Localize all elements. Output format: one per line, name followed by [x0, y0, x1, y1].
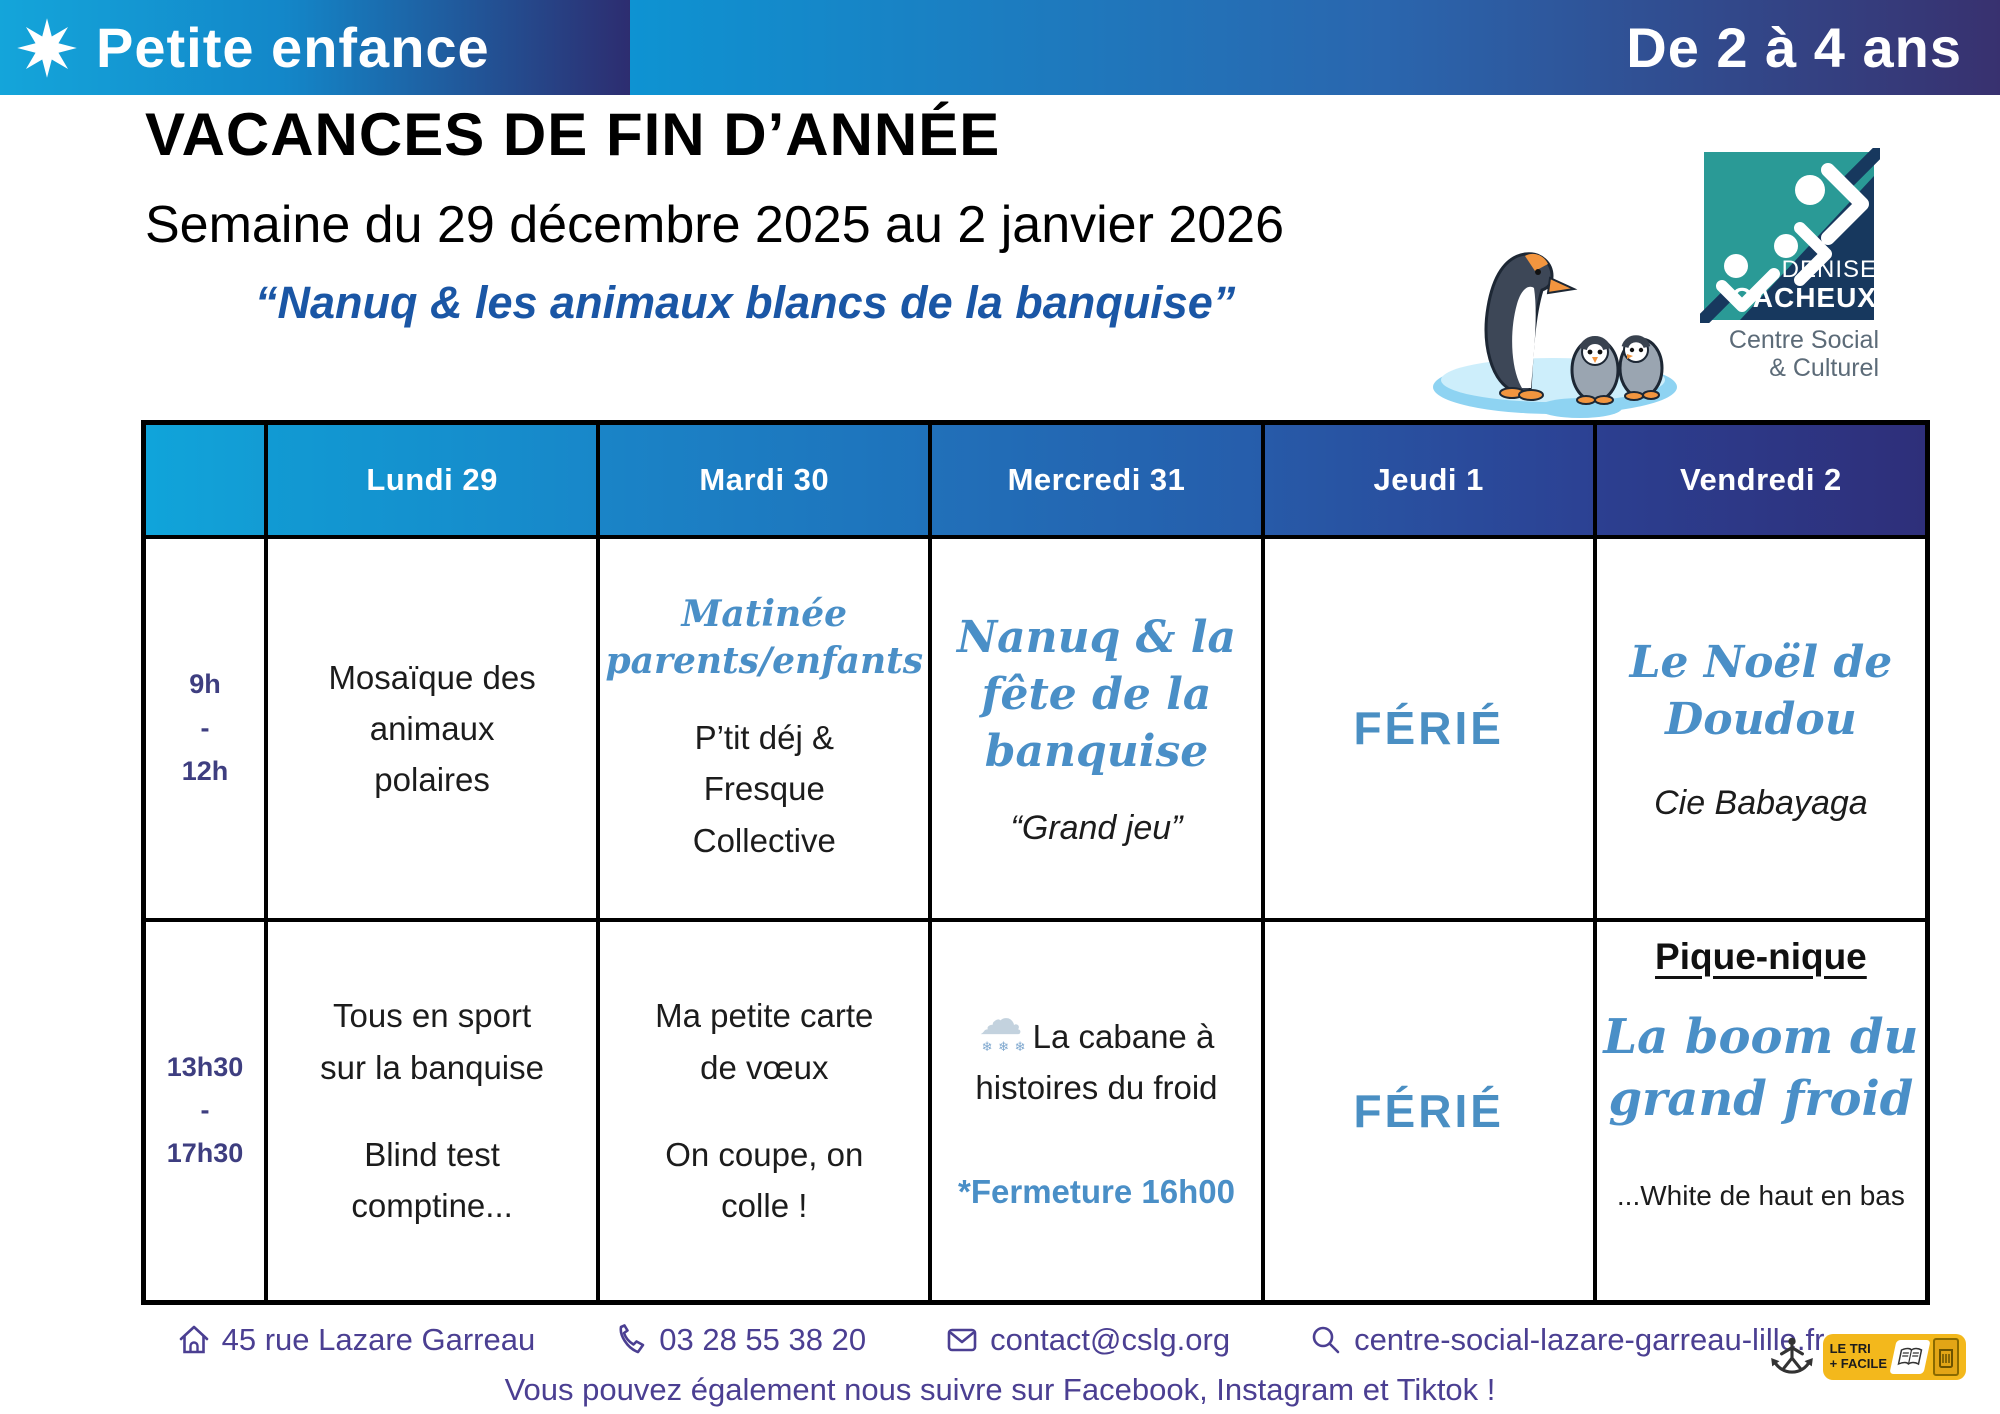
week-subtitle: Semaine du 29 décembre 2025 au 2 janvier… — [145, 196, 1285, 254]
title-block: VACANCES DE FIN D’ANNÉE Semaine du 29 dé… — [145, 100, 1465, 329]
email-text: contact@cslg.org — [990, 1322, 1231, 1357]
header-mardi: Mardi 30 — [600, 425, 929, 535]
activity-note: ...White de haut en bas — [1616, 1180, 1905, 1212]
activity-morning-jeudi: FÉRIÉ — [1264, 539, 1593, 918]
social-media-line: Vous pouvez également nous suivre sur Fa… — [504, 1372, 1496, 1407]
activity-afternoon-jeudi: FÉRIÉ — [1264, 921, 1593, 1300]
activity-morning-mercredi: Nanuq & la fête de la banquise “Grand je… — [932, 539, 1261, 918]
sorting-bin-icon — [1933, 1338, 1959, 1376]
closing-note: *Fermeture 16h00 — [958, 1172, 1235, 1210]
centre-social-logo: DENISE CACHEUX Centre Social & Culturel — [1697, 146, 1885, 423]
top-banner: Petite enfance De 2 à 4 ans — [0, 0, 2000, 95]
schedule-table: Lundi 29 Mardi 30 Mercredi 31 Jeudi 1 Ve… — [141, 420, 1930, 1305]
eight-point-star-icon — [17, 17, 77, 78]
banner-category: Petite enfance — [0, 0, 630, 95]
house-icon — [179, 1325, 208, 1354]
day-label: Mardi 30 — [699, 462, 830, 497]
holiday-label: FÉRIÉ — [1353, 702, 1504, 755]
page-title: VACANCES DE FIN D’ANNÉE — [145, 101, 1001, 168]
paper-icon — [1889, 1340, 1931, 1374]
header-mercredi: Mercredi 31 — [932, 425, 1261, 535]
theme-quote: “Nanuq & les animaux blancs de la banqui… — [255, 277, 1236, 328]
banner-age-range: De 2 à 4 ans — [630, 0, 2000, 95]
website-item: centre-social-lazare-garreau-lille.fr — [1308, 1322, 1824, 1358]
activity-morning-vendredi: Le Noël de Doudou Cie Babayaga — [1596, 539, 1925, 918]
logo-name-line1: DENISE — [1781, 256, 1877, 283]
day-label: Lundi 29 — [366, 462, 498, 497]
activity-note: “Grand jeu” — [1010, 808, 1183, 847]
logo-subtitle-line2: & Culturel — [1769, 354, 1879, 382]
day-label: Mercredi 31 — [1007, 462, 1186, 497]
activity-afternoon-lundi: Tous en sport sur la banquise Blind test… — [268, 921, 597, 1300]
picnic-label: Pique-nique — [1655, 935, 1867, 977]
address-text: 45 rue Lazare Garreau — [221, 1322, 536, 1357]
phone-item: 03 28 55 38 20 — [613, 1322, 866, 1358]
banner-age-label: De 2 à 4 ans — [1626, 16, 1962, 79]
recycling-logos: LE TRI + FACILE — [1767, 1332, 1966, 1382]
tri-label-line1: LE TRI — [1829, 1341, 1871, 1357]
email-item: contact@cslg.org — [944, 1322, 1230, 1358]
website-text: centre-social-lazare-garreau-lille.fr — [1354, 1322, 1825, 1357]
address-item: 45 rue Lazare Garreau — [176, 1322, 536, 1358]
penguin-family-illustration — [1425, 222, 1695, 422]
holiday-label: FÉRIÉ — [1353, 1084, 1504, 1137]
snow-cloud-icon: ☁ ❄ ❄ ❄ — [978, 994, 1027, 1055]
day-label: Jeudi 1 — [1373, 462, 1484, 497]
header-vendredi: Vendredi 2 — [1596, 425, 1925, 535]
day-label: Vendredi 2 — [1680, 462, 1842, 497]
activity-afternoon-vendredi: Pique-nique La boom du grand froid ...Wh… — [1596, 921, 1925, 1300]
time-slot-morning: 9h - 12h — [146, 539, 264, 918]
triman-icon — [1770, 1337, 1813, 1374]
phone-text: 03 28 55 38 20 — [659, 1322, 867, 1357]
search-icon — [1312, 1326, 1340, 1354]
activity-morning-lundi: Mosaïque des animaux polaires — [268, 539, 597, 918]
phone-icon — [619, 1324, 645, 1354]
logo-graphic — [1697, 146, 1884, 326]
logo-subtitle-line1: Centre Social — [1728, 326, 1879, 354]
banner-category-label: Petite enfance — [96, 16, 490, 79]
envelope-icon — [947, 1328, 977, 1352]
logo-name-line2: CACHEUX — [1731, 282, 1877, 313]
activity-afternoon-mercredi: ☁ ❄ ❄ ❄ La cabane à histoires du froid *Fe… — [932, 921, 1261, 1300]
time-slot-afternoon: 13h30 - 17h30 — [146, 921, 264, 1300]
activity-afternoon-mardi: Ma petite carte de vœux On coupe, on col… — [600, 921, 929, 1300]
activity-morning-mardi: Matinée parents/enfants P’tit déj & Fres… — [600, 539, 929, 918]
activity-note: Cie Babayaga — [1654, 783, 1868, 822]
tri-label-line2: + FACILE — [1829, 1356, 1887, 1371]
contact-line: 45 rue Lazare Garreau 03 28 55 38 20 con… — [0, 1322, 2000, 1358]
header-lundi: Lundi 29 — [268, 425, 597, 535]
tri-facile-badge: LE TRI + FACILE — [1822, 1334, 1966, 1380]
header-empty-cell — [146, 425, 264, 535]
header-jeudi: Jeudi 1 — [1264, 425, 1593, 535]
